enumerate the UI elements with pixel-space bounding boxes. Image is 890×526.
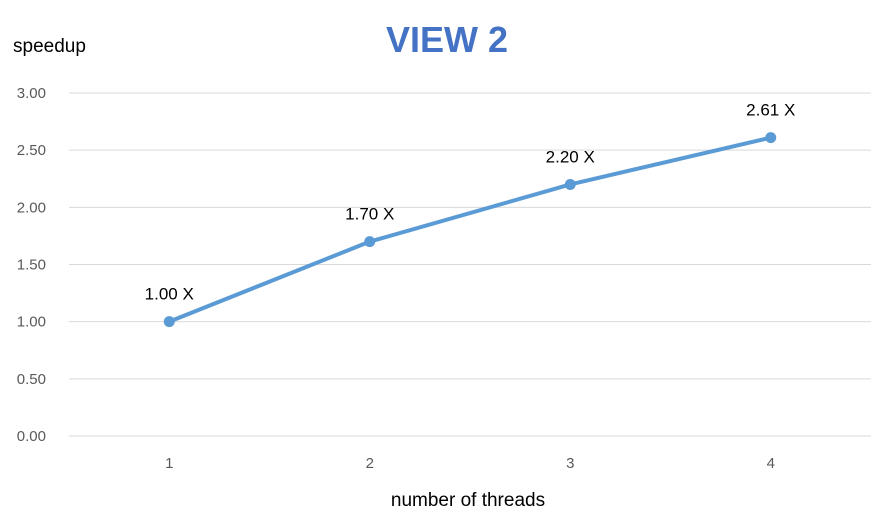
x-axis-ticks: 1 2 3 4 [165, 455, 775, 472]
data-label: 2.61 X [746, 101, 795, 120]
y-axis-ticks: 0.00 0.50 1.00 1.50 2.00 2.50 3.00 [17, 85, 46, 445]
y-tick-label: 0.00 [17, 428, 46, 445]
y-tick-label: 0.50 [17, 371, 46, 388]
y-tick-label: 2.50 [17, 142, 46, 159]
x-tick-label: 1 [165, 455, 173, 472]
data-point-marker [564, 178, 576, 190]
data-point-marker [364, 236, 376, 248]
y-tick-label: 1.50 [17, 257, 46, 274]
series-line [167, 135, 773, 324]
series-group [163, 132, 777, 328]
x-tick-label: 4 [767, 455, 775, 472]
data-point-marker [163, 316, 175, 328]
y-tick-label: 3.00 [17, 85, 46, 102]
chart-title: VIEW 2 [386, 19, 508, 60]
data-label: 1.00 X [145, 285, 194, 304]
x-axis-title: number of threads [391, 490, 545, 511]
y-tick-label: 1.00 [17, 314, 46, 331]
x-tick-label: 2 [366, 455, 374, 472]
y-tick-label: 2.00 [17, 199, 46, 216]
gridlines [69, 92, 871, 437]
x-tick-label: 3 [566, 455, 574, 472]
data-labels: 1.00 X 1.70 X 2.20 X 2.61 X [145, 101, 796, 304]
data-label: 1.70 X [345, 205, 394, 224]
data-label: 2.20 X [546, 147, 595, 166]
data-point-marker [765, 132, 777, 144]
y-axis-title: speedup [13, 36, 86, 57]
